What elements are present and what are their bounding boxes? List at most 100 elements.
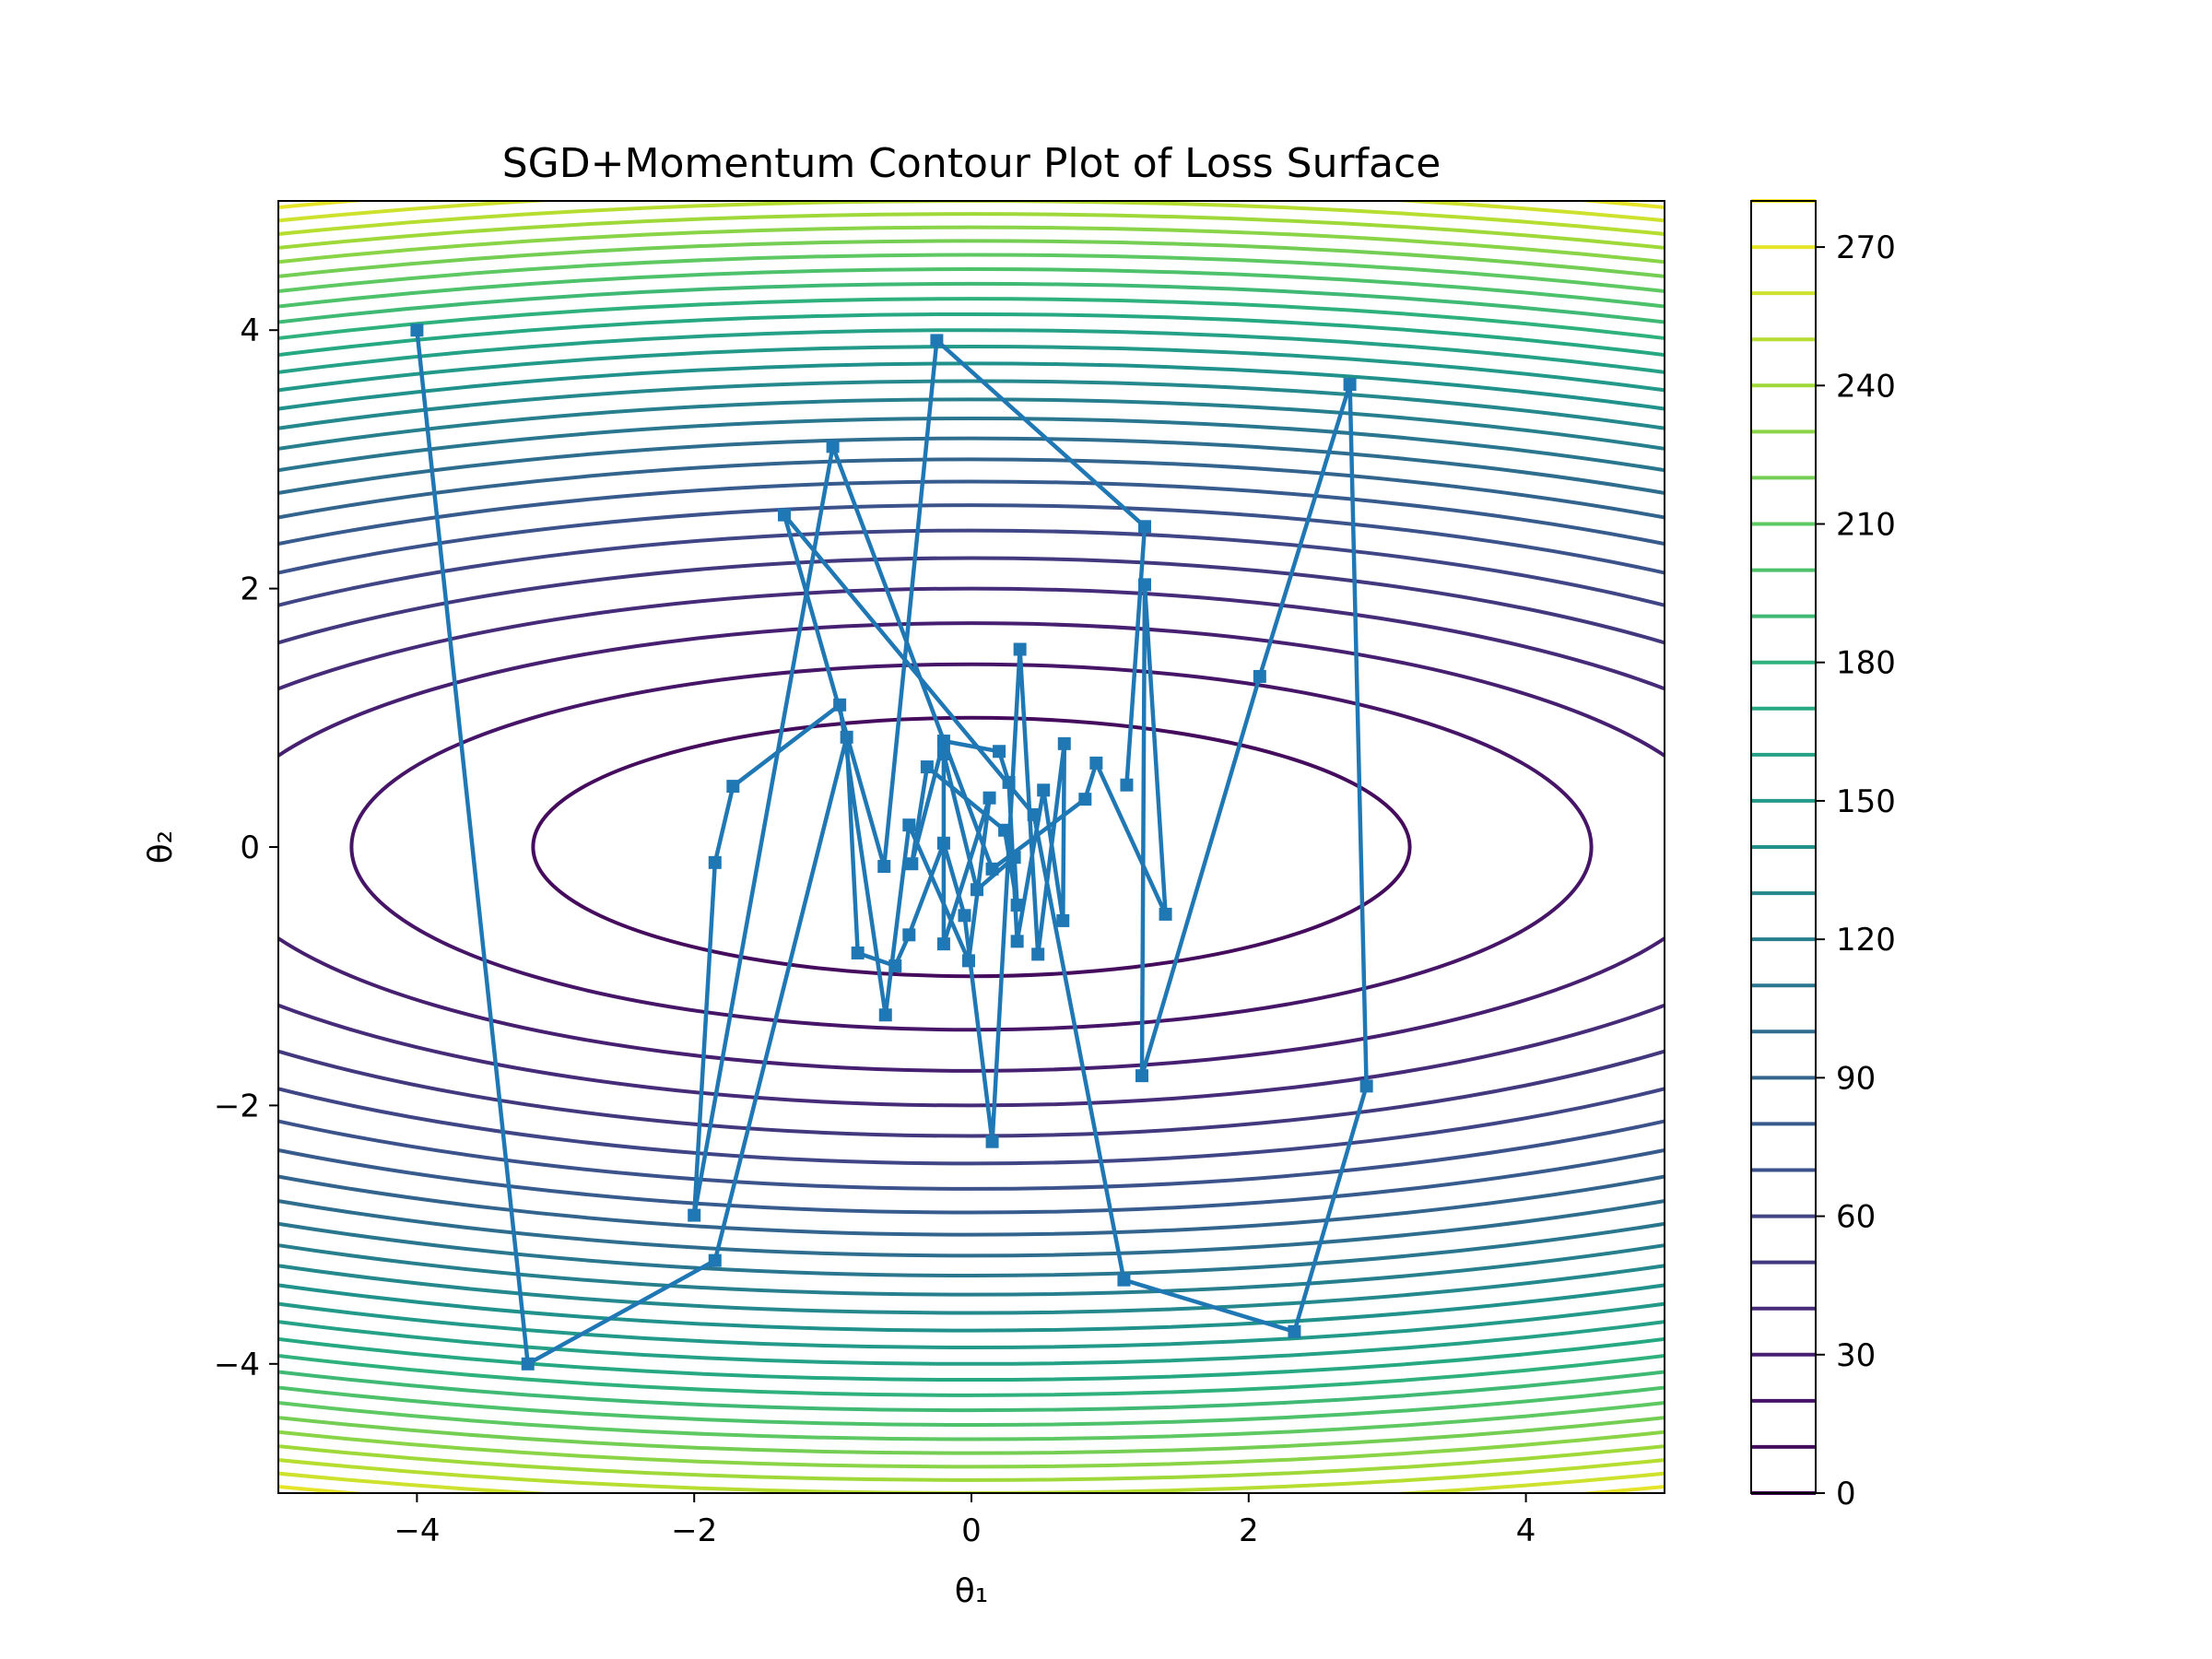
trajectory-point xyxy=(1010,935,1024,948)
x-axis-label: θ₁ xyxy=(955,1572,988,1610)
trajectory-point xyxy=(920,760,934,774)
colorbar-tick-label: 30 xyxy=(1836,1337,1876,1374)
colorbar-tick-label: 210 xyxy=(1836,507,1896,544)
contour-line xyxy=(278,328,1665,1366)
contour-line xyxy=(278,397,1665,1297)
trajectory-point xyxy=(826,440,840,453)
trajectory-point xyxy=(708,855,722,869)
trajectory-point xyxy=(1031,947,1045,961)
y-tick-label: −4 xyxy=(214,1347,260,1383)
trajectory-point xyxy=(1343,378,1357,392)
trajectory-line xyxy=(415,329,1369,1367)
x-tick-label: 2 xyxy=(1239,1512,1259,1549)
colorbar-frame xyxy=(1750,200,1817,1494)
trajectory-point xyxy=(1135,1069,1148,1083)
trajectory-point xyxy=(1007,851,1021,865)
colorbar-tick-label: 60 xyxy=(1836,1199,1876,1236)
trajectory-point xyxy=(961,954,975,968)
trajectory-point xyxy=(1159,907,1172,921)
trajectory-point xyxy=(1010,899,1024,912)
trajectory-point xyxy=(930,334,944,347)
trajectory-point xyxy=(726,780,740,794)
colorbar-tick-label: 240 xyxy=(1836,368,1896,405)
trajectory-point xyxy=(1013,642,1027,656)
trajectory-point xyxy=(1288,1324,1301,1338)
optimizer-trajectory xyxy=(410,324,1373,1371)
contour-line xyxy=(278,457,1665,1237)
colorbar-tick-label: 120 xyxy=(1836,922,1896,959)
x-tick-label: 0 xyxy=(961,1512,982,1549)
y-tick-label: 0 xyxy=(240,830,260,866)
trajectory-point xyxy=(998,823,1012,837)
trajectory-point xyxy=(708,1253,722,1267)
trajectory-point xyxy=(1253,669,1266,683)
contour-line xyxy=(278,586,1665,1108)
trajectory-point xyxy=(1359,1079,1373,1093)
trajectory-point xyxy=(1002,775,1016,789)
trajectory-point xyxy=(902,928,916,942)
trajectory-point xyxy=(936,937,950,951)
trajectory-point xyxy=(878,1008,892,1022)
x-axis-ticks: −4 −2 0 2 4 xyxy=(394,1493,1535,1549)
trajectory-point xyxy=(851,946,865,959)
trajectory-point xyxy=(1138,520,1151,534)
contour-line xyxy=(278,436,1665,1258)
trajectory-point xyxy=(840,730,853,744)
y-tick-label: 2 xyxy=(240,571,260,608)
x-tick-label: 4 xyxy=(1516,1512,1536,1549)
plot-frame xyxy=(277,200,1665,1494)
contour-line xyxy=(278,312,1665,1382)
x-tick-label: −2 xyxy=(671,1512,717,1549)
contour-line xyxy=(278,282,1665,1412)
colorbar-tick-label: 0 xyxy=(1836,1476,1856,1512)
y-axis-label: θ₂ xyxy=(142,830,180,864)
colorbar-tick-label: 180 xyxy=(1836,645,1896,682)
contour-line xyxy=(278,345,1665,1349)
trajectory-point xyxy=(982,791,996,805)
contour-line xyxy=(278,479,1665,1215)
x-tick-label: −4 xyxy=(394,1512,440,1549)
trajectory-point xyxy=(1138,578,1151,592)
contour-line xyxy=(278,503,1665,1191)
y-axis-ticks: −4 −2 0 2 4 xyxy=(214,312,278,1383)
contour-line xyxy=(278,239,1665,1455)
trajectory-point xyxy=(936,735,950,748)
contour-line xyxy=(349,662,1594,1032)
trajectory-point xyxy=(985,1135,999,1148)
contour-line xyxy=(278,297,1665,1397)
trajectory-point xyxy=(1120,778,1134,792)
trajectory-point xyxy=(1027,807,1041,821)
trajectory-point xyxy=(1057,736,1071,750)
contour-line xyxy=(278,528,1665,1166)
trajectory-point xyxy=(688,1208,701,1222)
trajectory-point xyxy=(936,836,950,850)
contour-line xyxy=(278,253,1665,1441)
trajectory-point xyxy=(993,745,1006,759)
trajectory-point xyxy=(905,857,919,871)
trajectory-point xyxy=(877,860,891,874)
trajectory-point xyxy=(1089,756,1103,770)
contour-line xyxy=(278,267,1665,1427)
trajectory-point xyxy=(833,698,847,712)
y-tick-label: −2 xyxy=(214,1088,260,1124)
trajectory-point xyxy=(777,508,791,522)
trajectory-point xyxy=(985,862,999,876)
trajectory-point xyxy=(902,818,916,832)
contour-line xyxy=(278,556,1665,1138)
trajectory-point xyxy=(1037,783,1051,797)
contour-line xyxy=(278,225,1665,1469)
contour-line xyxy=(278,621,1665,1073)
colorbar-tick-label: 150 xyxy=(1836,783,1896,820)
contour-lines xyxy=(278,201,1665,1493)
colorbar-tick-label: 90 xyxy=(1836,1060,1876,1097)
colorbar-tick-label: 270 xyxy=(1836,229,1896,266)
contour-line xyxy=(278,361,1665,1333)
colorbar: 0 30 60 90 120 150 180 210 240 270 xyxy=(1750,199,1896,1512)
y-tick-label: 4 xyxy=(240,312,260,349)
trajectory-point xyxy=(958,909,971,923)
trajectory-point xyxy=(1078,793,1092,806)
trajectory-point xyxy=(888,959,902,972)
contour-line xyxy=(278,417,1665,1277)
chart-title: SGD+Momentum Contour Plot of Loss Surfac… xyxy=(502,140,1441,187)
